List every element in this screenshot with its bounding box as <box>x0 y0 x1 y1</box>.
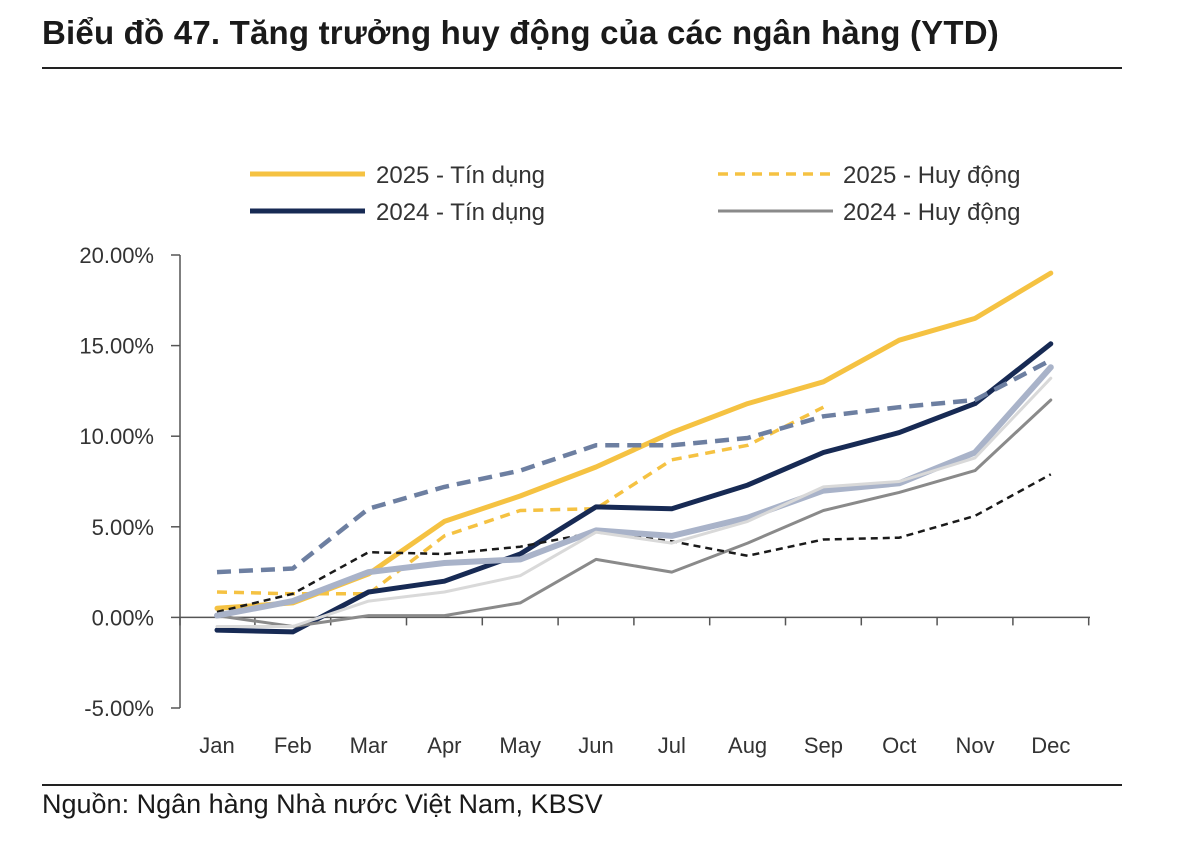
series-line-6 <box>216 473 1052 614</box>
y-tick-label: 10.00% <box>79 424 154 449</box>
series-line-2 <box>216 405 825 596</box>
x-tick-label: Jan <box>199 733 234 758</box>
title-rule <box>42 67 1122 69</box>
source-rule <box>42 784 1122 786</box>
series-line-5 <box>216 358 1052 575</box>
series-line-4 <box>215 398 1053 628</box>
y-tick-label: 20.00% <box>79 243 154 268</box>
series-line-7 <box>214 364 1054 619</box>
x-tick-label: Sep <box>804 733 843 758</box>
line-chart: 2025 - Tín dụng 2025 - Huy động 2024 - Tín… <box>79 162 1090 758</box>
x-tick-label: Nov <box>955 733 994 758</box>
series-lines <box>214 270 1054 635</box>
x-tick-label: Apr <box>427 733 461 758</box>
x-tick-label: Mar <box>350 733 388 758</box>
legend-label: 2025 - Huy động <box>843 162 1020 189</box>
x-tick-label: Dec <box>1031 733 1070 758</box>
x-tick-label: Jun <box>578 733 613 758</box>
legend-label: 2024 - Huy động <box>843 199 1020 226</box>
x-tick-label: May <box>499 733 541 758</box>
legend-label: 2025 - Tín dụng <box>376 162 545 189</box>
legend-label: 2024 - Tín dụng <box>376 199 545 226</box>
y-tick-label: 0.00% <box>92 605 154 630</box>
series-line-1 <box>214 270 1054 611</box>
series-line-8 <box>215 376 1053 628</box>
legend: 2025 - Tín dụng 2025 - Huy động 2024 - Tín… <box>250 162 1020 226</box>
axes: -5.00% 0.00% 5.00% 10.00% 15.00% 20.00% Jan Feb… <box>79 243 1090 758</box>
x-tick-label: Jul <box>658 733 686 758</box>
x-tick-label: Oct <box>882 733 916 758</box>
chart-title: Biểu đồ 47. Tăng trưởng huy động của các… <box>42 14 999 51</box>
y-tick-label: -5.00% <box>84 696 154 721</box>
source-note: Nguồn: Ngân hàng Nhà nước Việt Nam, KBSV <box>42 789 603 819</box>
x-tick-label: Aug <box>728 733 767 758</box>
y-tick-label: 5.00% <box>92 515 154 540</box>
x-tick-label: Feb <box>274 733 312 758</box>
series-line-3 <box>214 341 1054 635</box>
y-tick-label: 15.00% <box>79 334 154 359</box>
